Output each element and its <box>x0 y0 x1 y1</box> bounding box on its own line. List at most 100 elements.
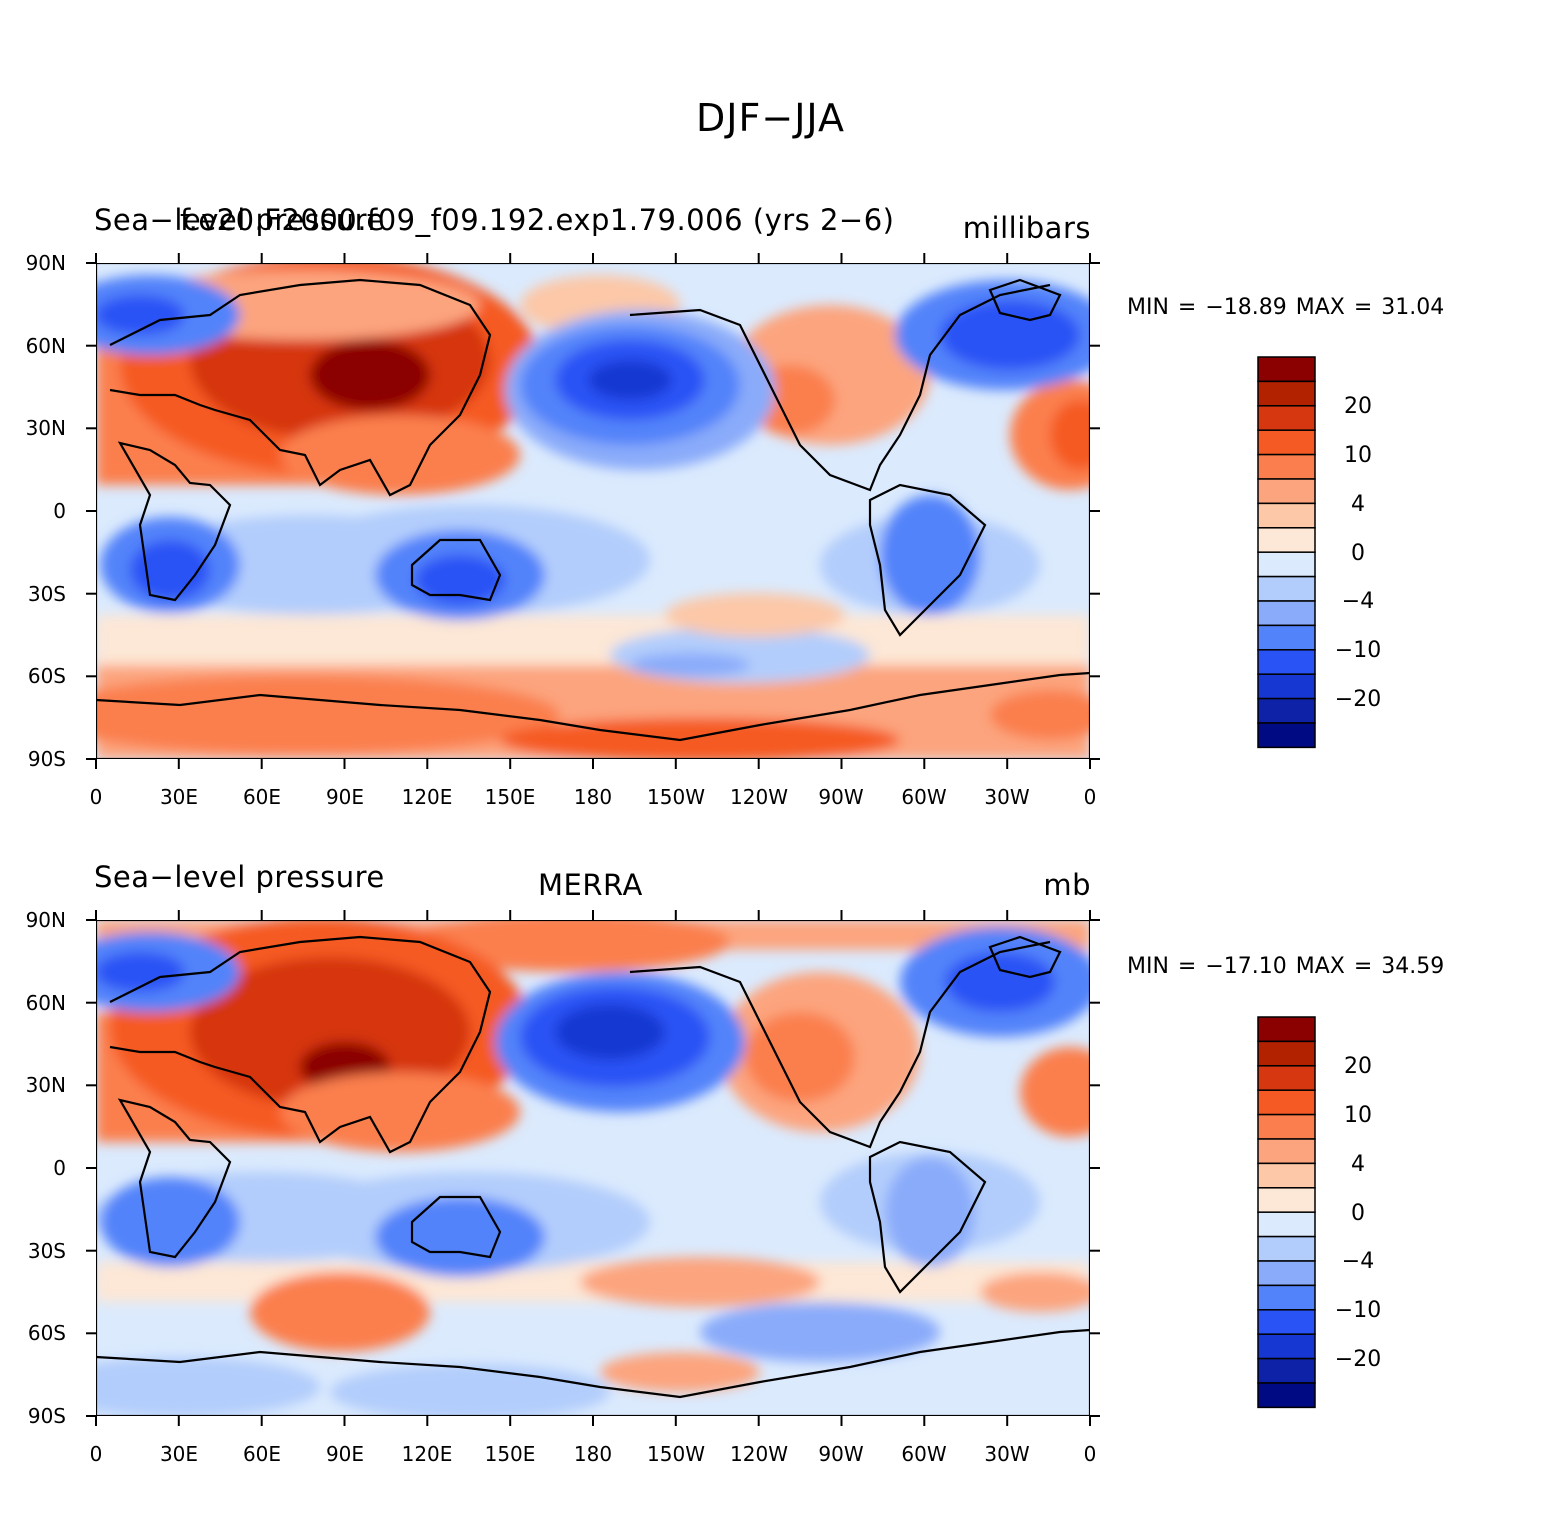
panel-left-title: Sea−level pressure <box>94 203 385 237</box>
colorbar-swatch <box>1257 673 1316 700</box>
lon-label: 90W <box>818 785 864 809</box>
lon-label: 150W <box>647 1442 705 1466</box>
colorbar-swatch <box>1257 1040 1316 1067</box>
lon-label: 30E <box>159 1442 199 1466</box>
colorbar-swatch <box>1257 649 1316 675</box>
lon-label: 120W <box>730 1442 788 1466</box>
lat-label: 30S <box>27 1239 66 1263</box>
colorbar-label: −10 <box>1334 1298 1382 1323</box>
colorbar-swatch <box>1257 1211 1316 1238</box>
colorbar-swatch <box>1257 1187 1316 1213</box>
coastlines <box>96 935 1090 1399</box>
colorbar-swatch <box>1257 1162 1316 1189</box>
panel-center-title: MERRA <box>538 868 643 902</box>
colorbar <box>1257 1016 1316 1409</box>
lon-label: 60W <box>901 1442 947 1466</box>
colorbar-label: −10 <box>1334 638 1382 663</box>
colorbar-label: −4 <box>1341 1249 1375 1274</box>
lon-label: 60W <box>901 785 947 809</box>
colorbar-label: 0 <box>1351 541 1365 566</box>
colorbar-label: 20 <box>1344 1054 1372 1079</box>
panel-center-title: f.e20.F2000.f09_f09.192.exp1.79.006 (yrs… <box>180 203 895 237</box>
colorbar-label: −20 <box>1334 1347 1382 1372</box>
colorbar-swatch <box>1257 380 1316 407</box>
colorbar-label: −4 <box>1341 589 1375 614</box>
colorbar-swatch <box>1257 453 1316 480</box>
colorbar-label: 4 <box>1351 1152 1365 1177</box>
lon-label: 0 <box>89 1442 103 1466</box>
colorbar-swatch <box>1257 356 1316 383</box>
lon-label: 90W <box>818 1442 864 1466</box>
colorbar-swatch <box>1257 575 1316 602</box>
lat-label: 90N <box>25 251 66 275</box>
colorbar-label: 10 <box>1344 1103 1372 1128</box>
map-plot <box>86 910 1316 1426</box>
lat-label: 30N <box>25 416 66 440</box>
colorbar-label: 0 <box>1351 1201 1365 1226</box>
lon-label: 60E <box>242 785 282 809</box>
lat-label: 60S <box>27 1321 66 1345</box>
colorbar-swatch <box>1257 600 1316 627</box>
colorbar-swatch <box>1257 722 1316 749</box>
colorbar-swatch <box>1257 1333 1316 1360</box>
min-max-readout: MIN = −17.10 MAX = 34.59 <box>1127 954 1445 979</box>
colorbar-label: 4 <box>1351 492 1365 517</box>
figure-title: DJF−JJA <box>696 96 845 140</box>
lat-label: 60N <box>25 334 66 358</box>
colorbar-swatch <box>1257 1065 1316 1091</box>
colorbar-swatch <box>1257 551 1316 578</box>
lon-label: 120W <box>730 785 788 809</box>
lat-label: 60N <box>25 991 66 1015</box>
lon-label: 30E <box>159 785 199 809</box>
lat-label: 90S <box>27 1404 66 1428</box>
colorbar-swatch <box>1257 1357 1316 1384</box>
lat-label: 0 <box>53 1156 66 1180</box>
lat-label: 90N <box>25 908 66 932</box>
lat-label: 90S <box>27 747 66 771</box>
panel-left-title: Sea−level pressure <box>94 860 385 894</box>
lon-label: 180 <box>573 1442 613 1466</box>
lon-label: 0 <box>89 785 103 809</box>
lat-label: 30S <box>27 582 66 606</box>
colorbar-swatch <box>1257 624 1316 651</box>
colorbar-swatch <box>1257 478 1316 505</box>
lon-label: 120E <box>401 1442 453 1466</box>
colorbar-label: −20 <box>1334 687 1382 712</box>
merra-panel: Sea−level pressure MERRA mb MIN = −17.10… <box>0 852 1541 1512</box>
coastlines <box>96 278 1090 742</box>
lon-label: 150E <box>484 1442 536 1466</box>
lon-label: 60E <box>242 1442 282 1466</box>
axis-ticks <box>86 253 1100 769</box>
panel-units: millibars <box>962 211 1091 245</box>
colorbar-swatch <box>1257 1382 1316 1409</box>
colorbar-swatch <box>1257 1260 1316 1287</box>
lat-label: 0 <box>53 499 66 523</box>
colorbar-swatch <box>1257 1113 1316 1140</box>
colorbar-swatch <box>1257 1284 1316 1311</box>
lat-label: 60S <box>27 664 66 688</box>
lat-label: 30N <box>25 1073 66 1097</box>
colorbar-label: 20 <box>1344 394 1372 419</box>
lon-label: 120E <box>401 785 453 809</box>
model-panel: Sea−level pressure f.e20.F2000.f09_f09.1… <box>0 195 1541 855</box>
colorbar-swatch <box>1257 1138 1316 1165</box>
colorbar-swatch <box>1257 697 1316 724</box>
panel-units: mb <box>1043 868 1091 902</box>
map-plot <box>86 253 1316 769</box>
lon-label: 30W <box>984 785 1030 809</box>
lon-label: 150W <box>647 785 705 809</box>
contour-field <box>96 263 1090 759</box>
lon-label: 150E <box>484 785 536 809</box>
colorbar-swatch <box>1257 405 1316 431</box>
lon-label: 90E <box>325 785 365 809</box>
colorbar-swatch <box>1257 1089 1316 1116</box>
colorbar-swatch <box>1257 1235 1316 1262</box>
colorbar <box>1257 356 1316 749</box>
colorbar-swatch <box>1257 1016 1316 1043</box>
colorbar-swatch <box>1257 1309 1316 1335</box>
colorbar-swatch <box>1257 502 1316 529</box>
colorbar-label: 10 <box>1344 443 1372 468</box>
lon-label: 90E <box>325 1442 365 1466</box>
axis-ticks <box>86 910 1100 1426</box>
lon-label: 180 <box>573 785 613 809</box>
